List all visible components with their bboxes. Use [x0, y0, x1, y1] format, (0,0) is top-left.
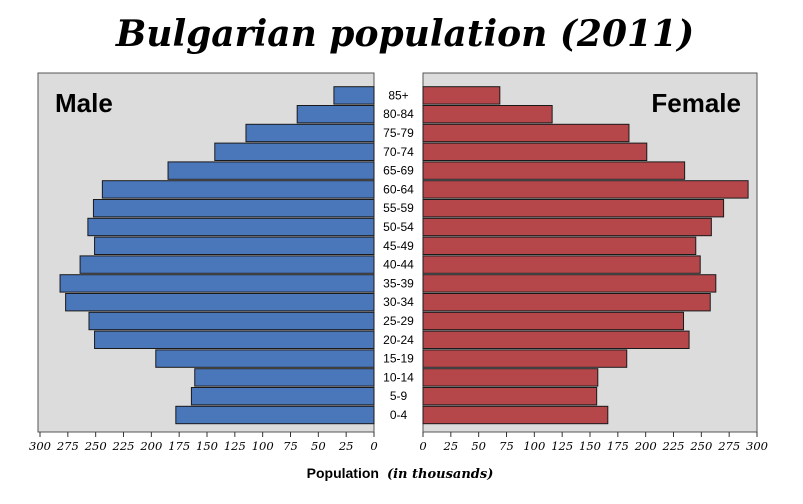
male-tick-label-250: 250 — [84, 439, 107, 453]
age-label-45-49: 45-49 — [383, 239, 414, 253]
male-bar-35-39 — [59, 274, 375, 293]
female-tick-label-75: 75 — [499, 439, 514, 453]
age-label-60-64: 60-64 — [383, 182, 414, 196]
female-tick-label-100: 100 — [523, 439, 545, 453]
male-bar-10-14 — [194, 368, 375, 387]
male-bar-0-4 — [175, 405, 375, 425]
male-tick-label-50: 50 — [311, 439, 326, 453]
female-bar-15-19 — [422, 349, 628, 368]
male-bar-70-74 — [214, 142, 375, 162]
female-bar-10-14 — [422, 368, 599, 387]
female-tick-label-250: 250 — [689, 439, 712, 453]
male-bar-55-59 — [92, 199, 375, 218]
female-bar-40-44 — [422, 255, 701, 274]
male-bar-50-54 — [87, 217, 375, 237]
female-tick-label-125: 125 — [551, 439, 573, 453]
female-bar-65-69 — [422, 161, 686, 180]
male-bar-25-29 — [88, 311, 375, 331]
male-bars — [59, 86, 375, 425]
female-tick-label-275: 275 — [717, 439, 740, 453]
male-tick-label-275: 275 — [56, 439, 79, 453]
female-bar-0-4 — [422, 405, 609, 425]
male-bar-85+ — [333, 86, 375, 105]
age-label-40-44: 40-44 — [383, 258, 414, 272]
male-bar-40-44 — [79, 255, 375, 274]
female-bars — [422, 86, 749, 425]
female-tick-label-25: 25 — [443, 439, 459, 453]
female-bar-35-39 — [422, 274, 717, 293]
age-group-labels: 0-4 5-9 10-14 15-19 20-24 25-29 30-34 35-39 40-4… — [383, 88, 414, 422]
male-x-axis: 0 25 50 75 100 125 150 175 200 225 250 275 300 — [29, 432, 378, 453]
age-label-70-74: 70-74 — [383, 145, 414, 159]
female-tick-label-175: 175 — [607, 439, 629, 453]
female-x-axis: 0 25 50 75 100 125 150 175 200 225 250 275 300 — [419, 432, 768, 453]
male-bar-20-24 — [94, 330, 375, 350]
x-axis-unit: (in thousands) — [387, 467, 493, 482]
male-bar-60-64 — [101, 180, 375, 199]
age-label-0-4: 0-4 — [390, 408, 408, 422]
female-bar-5-9 — [422, 387, 598, 406]
female-bar-85+ — [422, 86, 501, 105]
age-label-30-34: 30-34 — [383, 295, 414, 309]
female-bar-30-34 — [422, 293, 711, 312]
female-bar-50-54 — [422, 217, 712, 237]
male-tick-label-150: 150 — [196, 439, 218, 453]
age-label-75-79: 75-79 — [383, 126, 414, 140]
age-label-35-39: 35-39 — [383, 276, 414, 290]
age-label-20-24: 20-24 — [383, 333, 414, 347]
female-bar-25-29 — [422, 311, 685, 331]
age-label-25-29: 25-29 — [383, 314, 414, 328]
male-tick-label-100: 100 — [252, 439, 274, 453]
male-tick-label-0: 0 — [370, 439, 377, 453]
female-tick-label-200: 200 — [634, 439, 657, 453]
female-bar-75-79 — [422, 123, 630, 143]
male-tick-label-175: 175 — [168, 439, 190, 453]
male-bar-15-19 — [155, 349, 375, 368]
male-bar-80-84 — [296, 105, 375, 124]
male-series-label: Male — [55, 88, 113, 118]
x-axis-title: Population — [307, 465, 379, 481]
female-series-label: Female — [651, 88, 741, 118]
female-bar-80-84 — [422, 105, 553, 124]
x-axis-title-group: Population (in thousands) — [307, 465, 494, 482]
male-tick-label-25: 25 — [338, 439, 354, 453]
female-bar-60-64 — [422, 180, 749, 199]
female-tick-label-150: 150 — [579, 439, 601, 453]
chart-title: Bulgarian population (2011) — [115, 13, 694, 55]
female-tick-label-0: 0 — [419, 439, 426, 453]
male-bar-75-79 — [245, 123, 375, 143]
female-tick-label-300: 300 — [746, 439, 768, 453]
age-label-55-59: 55-59 — [383, 201, 414, 215]
female-tick-label-225: 225 — [662, 439, 685, 453]
male-tick-label-225: 225 — [112, 439, 135, 453]
age-label-80-84: 80-84 — [383, 107, 414, 121]
age-label-85+: 85+ — [388, 88, 408, 102]
female-bar-55-59 — [422, 199, 725, 218]
male-bar-65-69 — [167, 161, 375, 180]
male-tick-label-75: 75 — [283, 439, 298, 453]
age-label-15-19: 15-19 — [383, 352, 414, 366]
male-bar-45-49 — [94, 236, 375, 256]
age-label-65-69: 65-69 — [383, 164, 414, 178]
female-bar-45-49 — [422, 236, 697, 256]
male-bar-30-34 — [65, 293, 375, 312]
female-tick-label-50: 50 — [471, 439, 486, 453]
male-tick-label-300: 300 — [29, 439, 51, 453]
age-label-5-9: 5-9 — [390, 389, 408, 403]
age-label-50-54: 50-54 — [383, 220, 414, 234]
male-tick-label-125: 125 — [224, 439, 246, 453]
male-bar-5-9 — [190, 387, 375, 406]
female-bar-70-74 — [422, 142, 648, 162]
age-label-10-14: 10-14 — [383, 370, 414, 384]
female-bar-20-24 — [422, 330, 690, 350]
male-tick-label-200: 200 — [139, 439, 162, 453]
